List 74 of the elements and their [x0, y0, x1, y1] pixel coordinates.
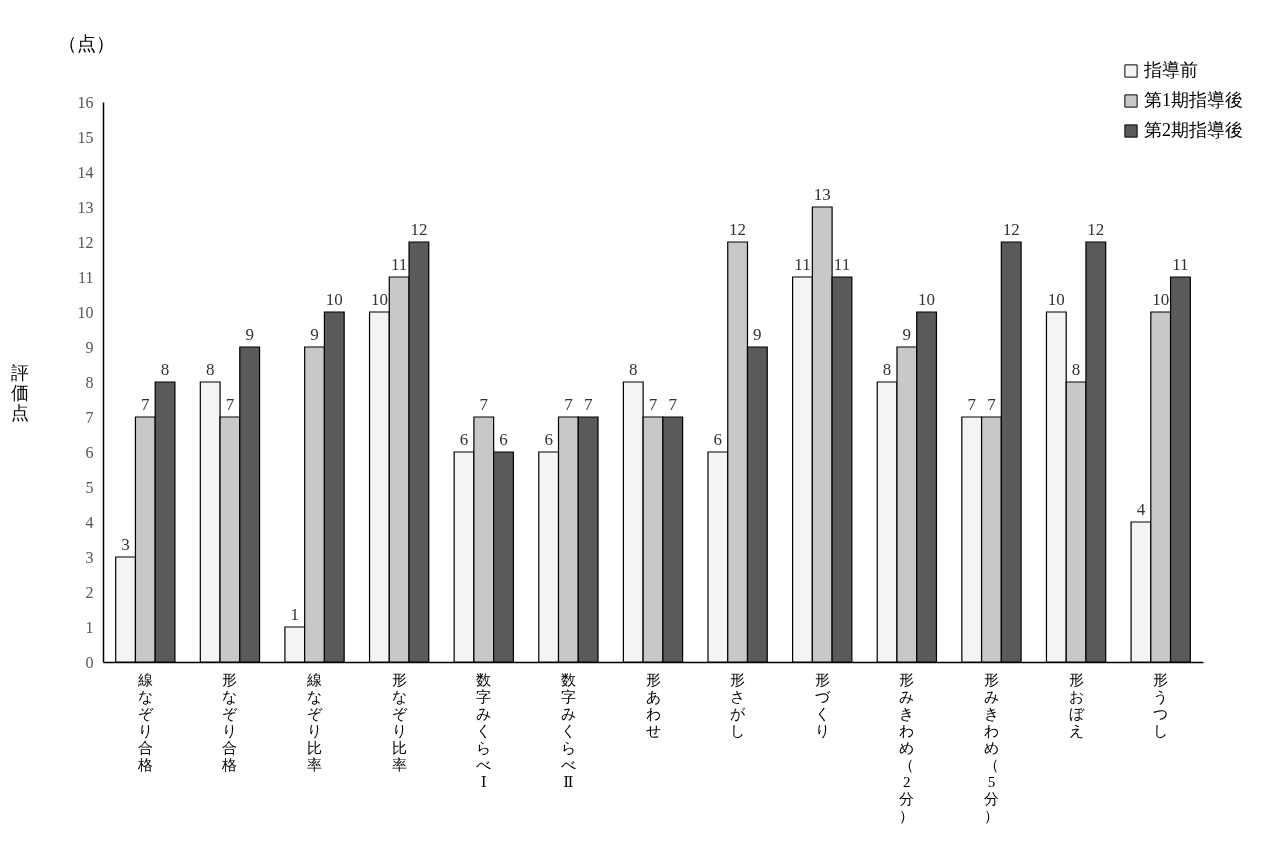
- text: （点）: [58, 33, 115, 54]
- data-label: 12: [1087, 220, 1105, 239]
- data-label: 6: [499, 430, 508, 449]
- data-label: 8: [160, 360, 170, 379]
- data-label: 9: [245, 325, 254, 344]
- y-tick-label: 8: [85, 373, 94, 391]
- data-label: 7: [225, 395, 235, 414]
- y-tick-label: 2: [85, 583, 94, 601]
- legend-label: 指導前: [1143, 60, 1198, 80]
- data-label: 9: [753, 325, 762, 344]
- data-label: 13: [813, 185, 831, 204]
- x-tick-label: 形さがし: [730, 671, 747, 739]
- data-label: 8: [205, 360, 215, 379]
- legend-label: 第2期指導後: [1144, 120, 1243, 140]
- data-label: 7: [648, 395, 658, 414]
- y-tick-label: 3: [85, 548, 94, 566]
- legend-label: 第1期指導後: [1144, 90, 1243, 110]
- data-label: 9: [310, 325, 319, 344]
- data-label: 12: [410, 220, 428, 239]
- data-label: 7: [479, 395, 489, 414]
- x-tick-label: 形おぼえ: [1068, 671, 1085, 739]
- data-label: 10: [1047, 290, 1065, 309]
- data-label: 11: [1172, 255, 1189, 274]
- y-tick-label: 11: [78, 268, 94, 286]
- y-tick-label: 15: [77, 128, 94, 146]
- data-label: 8: [629, 360, 638, 379]
- data-label: 9: [902, 325, 912, 344]
- y-axis-title: 評価点: [10, 362, 29, 423]
- y-tick-label: 4: [85, 513, 94, 531]
- data-label: 1: [290, 605, 300, 624]
- x-tick-label: 形なぞり合格: [221, 671, 239, 773]
- data-label: 12: [1002, 220, 1020, 239]
- data-label: 7: [583, 395, 593, 414]
- y-tick-label: 1: [85, 618, 94, 636]
- y-tick-label: 6: [85, 443, 94, 461]
- data-label: 3: [121, 535, 130, 554]
- data-label: 6: [459, 430, 469, 449]
- x-tick-label: 形あわせ: [645, 671, 661, 739]
- data-label: 11: [833, 255, 851, 274]
- y-tick-label: 16: [77, 93, 94, 111]
- x-tick-label: 数字みくらべⅡ: [560, 671, 576, 790]
- x-tick-label: 線なぞり比率: [306, 671, 324, 773]
- x-tick-label: 形づくり: [814, 671, 831, 739]
- data-label: 11: [794, 255, 811, 274]
- y-tick-label: 13: [77, 198, 94, 216]
- category-label: 形みきわめ（2分）: [899, 671, 915, 824]
- data-label: 7: [141, 395, 151, 414]
- x-tick-label: 形なぞり比率: [391, 671, 408, 773]
- x-tick-label: 数字みくらべⅠ: [476, 671, 492, 790]
- y-tick-label: 5: [85, 478, 94, 496]
- y-tick-label: 7: [85, 408, 94, 426]
- data-label: 7: [564, 395, 574, 414]
- data-label: 8: [1071, 360, 1081, 379]
- y-tick-label: 10: [77, 303, 94, 321]
- y-tick-label: 0: [85, 653, 94, 671]
- data-label: 8: [882, 360, 892, 379]
- data-label: 7: [967, 395, 977, 414]
- data-label: 10: [918, 290, 936, 309]
- y-tick-label: 12: [77, 233, 94, 251]
- y-tick-label: 14: [77, 163, 94, 181]
- data-label: 6: [713, 430, 723, 449]
- x-tick-label: 形うつし: [1153, 671, 1169, 739]
- data-label: 7: [668, 395, 678, 414]
- data-label: 6: [544, 430, 553, 449]
- data-label: 10: [1152, 290, 1170, 309]
- data-label: 11: [390, 255, 408, 274]
- data-label: 12: [729, 220, 747, 239]
- data-label: 4: [1136, 500, 1146, 519]
- data-label: 7: [987, 395, 997, 414]
- data-label: 10: [325, 290, 343, 309]
- data-label: 10: [370, 290, 388, 309]
- y-tick-label: 9: [85, 338, 94, 356]
- category-label: 形みきわめ（5分）: [983, 671, 999, 824]
- x-tick-label: 線なぞり合格: [136, 671, 154, 773]
